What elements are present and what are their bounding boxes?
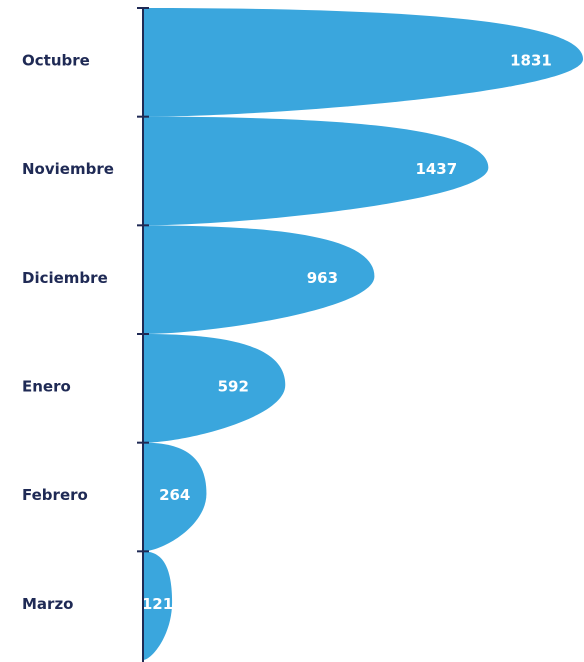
value-label: 264 (159, 486, 190, 504)
category-label: Marzo (22, 595, 73, 613)
category-label: Febrero (22, 486, 88, 504)
category-label: Diciembre (22, 269, 108, 287)
teardrop-bar (143, 225, 375, 334)
category-label: Noviembre (22, 160, 114, 178)
teardrop-bar (143, 8, 583, 117)
category-label: Octubre (22, 52, 90, 70)
category-label: Enero (22, 378, 71, 396)
teardrop-bar (143, 334, 286, 443)
value-label: 1437 (415, 160, 457, 178)
value-label: 963 (307, 269, 338, 287)
value-label: 1831 (510, 52, 552, 70)
teardrop-bar (143, 551, 173, 660)
teardrop-bar (143, 442, 207, 552)
value-label: 121 (142, 595, 173, 613)
teardrop-bar (143, 116, 489, 226)
value-label: 592 (218, 378, 249, 396)
